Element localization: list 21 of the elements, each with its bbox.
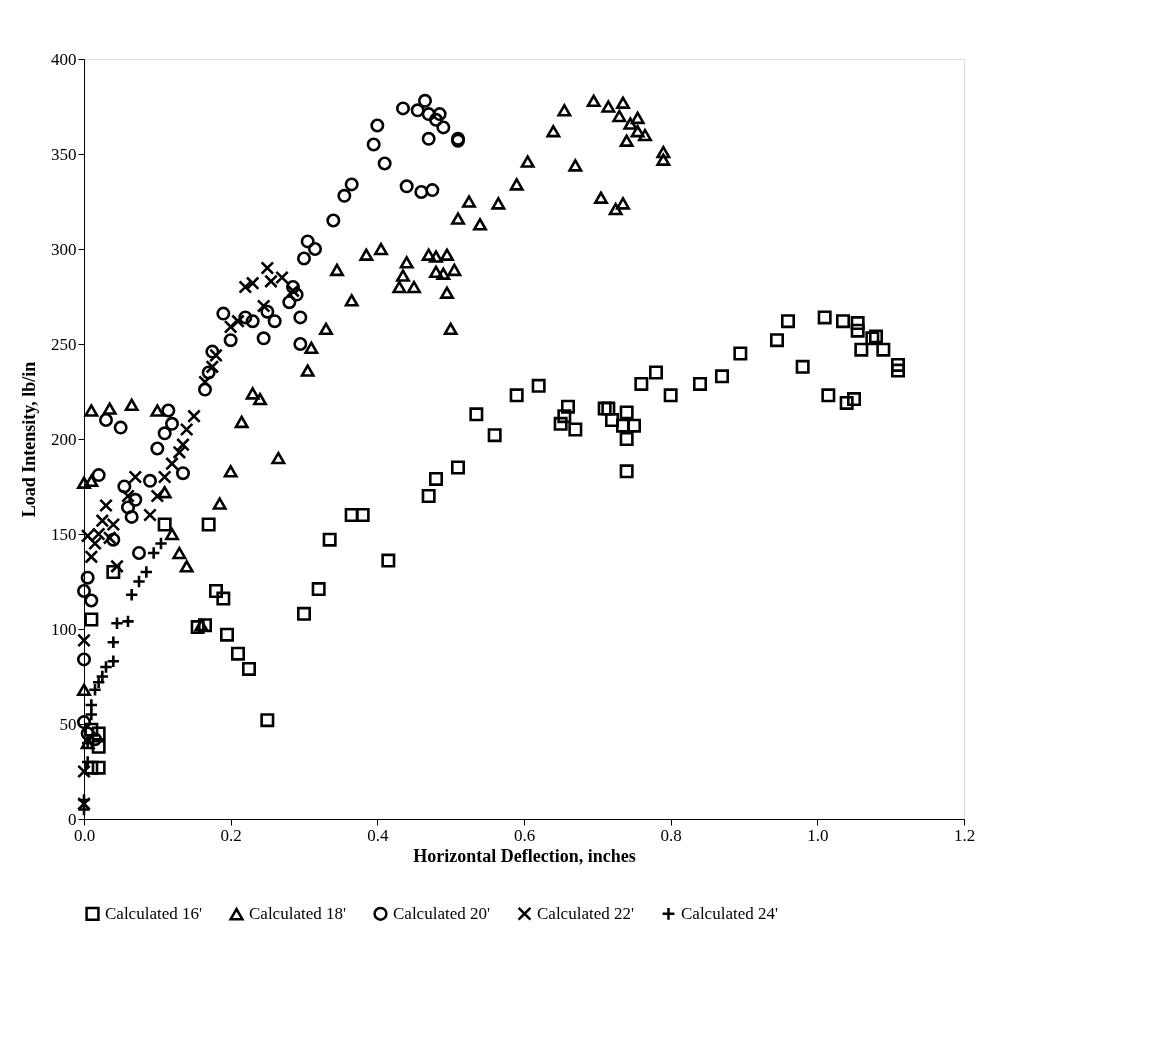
y-tick-label: 350	[51, 144, 77, 164]
y-tick-label: 250	[51, 334, 77, 354]
x-tick-label: 0.2	[220, 825, 242, 845]
x-tick-label: 0.4	[367, 825, 389, 845]
x-tick-label: 0.8	[660, 825, 682, 845]
legend-label: Calculated 24'	[681, 903, 779, 923]
x-axis-title: Horizontal Deflection, inches	[413, 845, 636, 866]
legend-label: Calculated 20'	[393, 903, 491, 923]
y-tick-label: 50	[59, 714, 77, 734]
y-tick-label: 400	[51, 49, 77, 69]
x-tick-label: 0.6	[513, 825, 536, 845]
legend-label: Calculated 18'	[249, 904, 347, 924]
y-tick-label: 300	[51, 239, 77, 259]
y-axis-title: Load Intensity, lb/in	[19, 361, 39, 518]
legend-label: Calculated 16'	[105, 903, 203, 923]
x-tick-label: 1.0	[807, 825, 829, 845]
y-tick-label: 100	[51, 619, 77, 639]
legend-label: Calculated 22'	[537, 903, 635, 923]
y-tick-label: 200	[51, 429, 77, 449]
x-tick-label: 1.2	[953, 825, 976, 845]
y-tick-label: 150	[51, 524, 77, 544]
